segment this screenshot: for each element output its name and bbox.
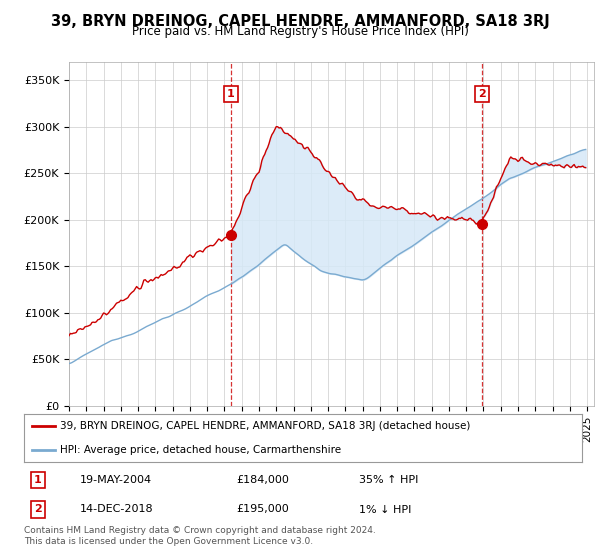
Text: 2: 2 bbox=[34, 505, 42, 515]
Text: 19-MAY-2004: 19-MAY-2004 bbox=[80, 475, 152, 485]
Text: 1% ↓ HPI: 1% ↓ HPI bbox=[359, 505, 411, 515]
Text: HPI: Average price, detached house, Carmarthenshire: HPI: Average price, detached house, Carm… bbox=[60, 445, 341, 455]
Text: £184,000: £184,000 bbox=[236, 475, 289, 485]
Text: 2: 2 bbox=[478, 89, 486, 99]
Text: Price paid vs. HM Land Registry's House Price Index (HPI): Price paid vs. HM Land Registry's House … bbox=[131, 25, 469, 38]
Text: 39, BRYN DREINOG, CAPEL HENDRE, AMMANFORD, SA18 3RJ: 39, BRYN DREINOG, CAPEL HENDRE, AMMANFOR… bbox=[50, 14, 550, 29]
Text: Contains HM Land Registry data © Crown copyright and database right 2024.
This d: Contains HM Land Registry data © Crown c… bbox=[24, 526, 376, 546]
Text: 1: 1 bbox=[34, 475, 42, 485]
Text: £195,000: £195,000 bbox=[236, 505, 289, 515]
Text: 39, BRYN DREINOG, CAPEL HENDRE, AMMANFORD, SA18 3RJ (detached house): 39, BRYN DREINOG, CAPEL HENDRE, AMMANFOR… bbox=[60, 421, 470, 431]
Text: 14-DEC-2018: 14-DEC-2018 bbox=[80, 505, 154, 515]
Text: 1: 1 bbox=[227, 89, 235, 99]
Text: 35% ↑ HPI: 35% ↑ HPI bbox=[359, 475, 418, 485]
